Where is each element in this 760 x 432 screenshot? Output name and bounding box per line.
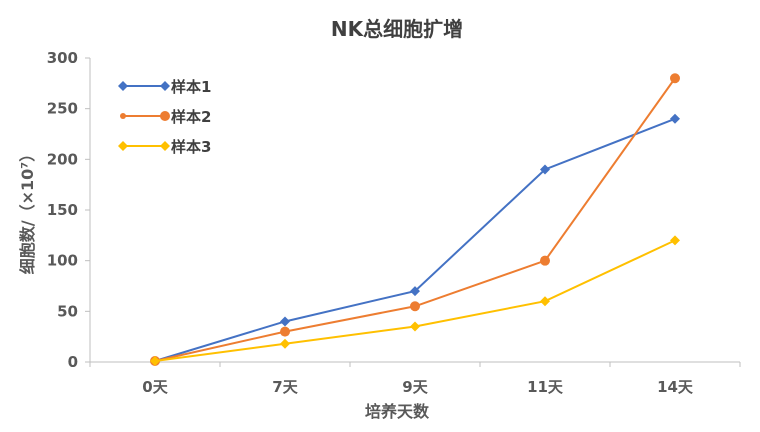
x-tick-label: 7天: [272, 378, 298, 396]
legend-marker-3: [160, 141, 170, 151]
series-line-2: [154, 77, 676, 362]
legend-label-2: 样本2: [171, 108, 211, 126]
y-tick-label: 100: [47, 252, 78, 270]
plot-area: 0 50 100 150 200 250 300 0天 7天 9天 11天 14天: [47, 49, 741, 396]
legend: 样本1 样本2 样本3: [118, 78, 211, 156]
legend-label-1: 样本1: [171, 78, 211, 96]
legend-marker-1: [118, 81, 128, 91]
y-tick-label: 200: [47, 150, 78, 168]
y-axis-title: 细胞数/（×10⁷）: [18, 146, 37, 275]
data-point-series-2: [410, 301, 420, 312]
x-tick-label: 11天: [527, 378, 564, 396]
legend-marker-2: [120, 113, 126, 119]
y-tick-label: 150: [47, 201, 78, 219]
chart-title: NK总细胞扩增: [331, 17, 463, 41]
data-point-series-2: [670, 73, 680, 84]
x-tick-label: 9天: [402, 378, 428, 396]
data-point-series-3: [150, 355, 160, 366]
data-point-series-1: [280, 316, 290, 327]
legend-marker-1: [160, 81, 170, 91]
data-point-series-3: [410, 321, 420, 332]
data-point-series-3: [540, 296, 550, 307]
x-axis-title: 培养天数: [365, 402, 430, 421]
data-point-series-1: [670, 113, 680, 124]
data-point-series-3: [280, 338, 290, 349]
legend-marker-2: [160, 111, 170, 121]
y-tick-label: 0: [68, 353, 78, 371]
data-point-series-2: [280, 326, 290, 337]
legend-label-3: 样本3: [171, 138, 211, 156]
x-tick-label: 0天: [142, 378, 168, 396]
y-tick-label: 50: [57, 302, 78, 320]
x-tick-label: 14天: [657, 378, 694, 396]
y-tick-label: 300: [47, 49, 78, 67]
data-point-series-2: [540, 255, 550, 266]
legend-marker-3: [118, 141, 128, 151]
data-point-series-1: [410, 286, 420, 297]
data-point-series-1: [540, 164, 550, 175]
data-point-series-3: [670, 235, 680, 246]
y-tick-label: 250: [47, 100, 78, 118]
